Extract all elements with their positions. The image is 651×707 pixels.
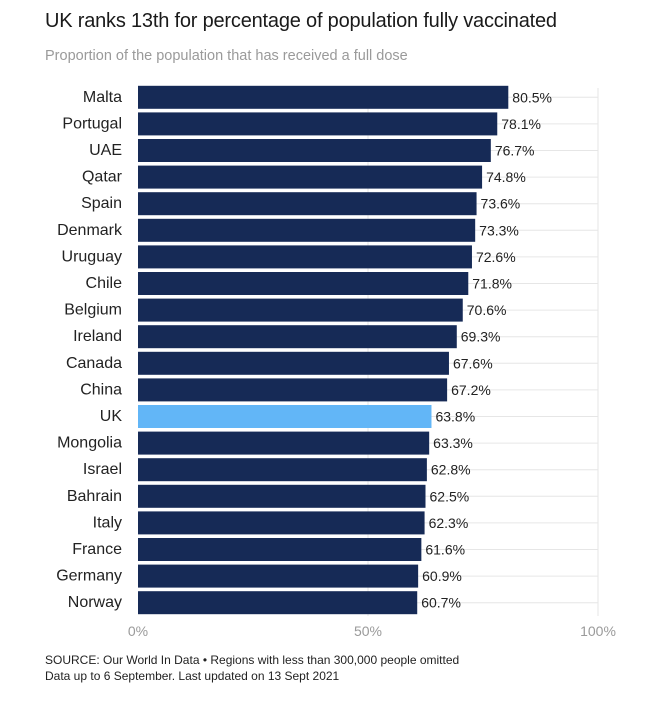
value-label: 73.6% <box>481 196 521 212</box>
category-label: Bahrain <box>67 488 122 505</box>
category-label: Ireland <box>73 328 122 345</box>
value-label: 70.6% <box>467 302 507 318</box>
value-label: 74.8% <box>486 169 526 185</box>
bar-germany <box>138 564 419 588</box>
value-label: 62.8% <box>431 462 471 478</box>
bar-chart: Malta 80.5% Portugal 78.1% UAE 76.7% Qatar 74.8… <box>56 85 616 639</box>
category-label: Malta <box>83 89 122 106</box>
value-label: 60.9% <box>422 568 462 584</box>
category-label: Belgium <box>64 302 122 319</box>
value-label: 80.5% <box>512 89 552 105</box>
bar-canada <box>138 351 449 375</box>
bar-uruguay <box>138 245 472 269</box>
bar-china <box>138 378 448 402</box>
value-label: 78.1% <box>501 116 541 132</box>
value-label: 71.8% <box>472 276 512 292</box>
bar-layer <box>138 85 509 615</box>
value-label: 63.8% <box>435 409 475 425</box>
value-label: 69.3% <box>461 329 501 345</box>
bar-portugal <box>138 112 498 136</box>
category-label: Italy <box>93 514 122 531</box>
bar-uk <box>138 405 432 428</box>
bar-ireland <box>138 325 457 349</box>
bar-denmark <box>138 218 476 242</box>
x-tick-label: 50% <box>354 623 382 639</box>
category-label: Portugal <box>62 115 122 132</box>
bar-norway <box>138 591 418 615</box>
bar-bahrain <box>138 484 426 508</box>
footer: SOURCE: Our World In Data • Regions with… <box>45 652 459 684</box>
category-label: Norway <box>68 594 122 611</box>
chart-title: UK ranks 13th for percentage of populati… <box>45 10 557 32</box>
category-label: UAE <box>89 142 122 159</box>
value-label: 62.3% <box>429 515 469 531</box>
bar-france <box>138 538 422 561</box>
bar-qatar <box>138 165 483 189</box>
value-label: 76.7% <box>495 143 535 159</box>
category-label: Spain <box>81 195 122 212</box>
category-label: Qatar <box>82 169 123 186</box>
value-label: 73.3% <box>479 222 519 238</box>
bar-uae <box>138 139 491 162</box>
source-note: SOURCE: Our World In Data • Regions with… <box>45 653 460 667</box>
category-label: Canada <box>66 355 122 372</box>
value-label: 67.6% <box>453 355 493 371</box>
category-label: China <box>80 381 122 398</box>
axis-layer: Malta 80.5% Portugal 78.1% UAE 76.7% Qatar 74.8… <box>56 89 616 639</box>
bar-spain <box>138 192 477 216</box>
category-label: Israel <box>83 461 122 478</box>
value-label: 67.2% <box>451 382 491 398</box>
bar-malta <box>138 85 509 109</box>
x-tick-label: 0% <box>128 623 148 639</box>
bar-israel <box>138 458 427 482</box>
category-label: Uruguay <box>62 248 122 265</box>
category-label: France <box>72 541 122 558</box>
chart-subtitle: Proportion of the population that has re… <box>45 48 408 64</box>
category-label: Chile <box>86 275 123 292</box>
bar-chile <box>138 272 469 295</box>
bar-mongolia <box>138 431 430 455</box>
value-label: 63.3% <box>433 435 473 451</box>
category-label: Denmark <box>57 222 123 239</box>
value-label: 62.5% <box>430 488 470 504</box>
x-tick-label: 100% <box>580 623 616 639</box>
value-label: 60.7% <box>421 595 461 611</box>
category-label: Mongolia <box>57 435 122 452</box>
category-label: Germany <box>56 568 122 585</box>
bar-italy <box>138 511 425 535</box>
update-note: Data up to 6 September. Last updated on … <box>45 669 340 683</box>
category-label: UK <box>100 408 123 425</box>
value-label: 61.6% <box>425 542 465 558</box>
value-label: 72.6% <box>476 249 516 265</box>
bar-belgium <box>138 298 463 322</box>
